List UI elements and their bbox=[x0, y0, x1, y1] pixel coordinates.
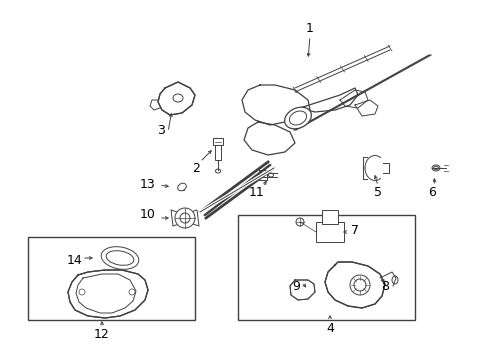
Polygon shape bbox=[68, 270, 148, 318]
Ellipse shape bbox=[353, 279, 365, 291]
Text: 3: 3 bbox=[157, 123, 164, 136]
Text: 1: 1 bbox=[305, 22, 313, 35]
Text: 5: 5 bbox=[373, 185, 381, 198]
Ellipse shape bbox=[391, 276, 397, 284]
Ellipse shape bbox=[431, 165, 439, 171]
Text: 8: 8 bbox=[380, 280, 388, 293]
Ellipse shape bbox=[349, 275, 369, 295]
Ellipse shape bbox=[268, 173, 273, 177]
Ellipse shape bbox=[177, 183, 186, 191]
Text: 4: 4 bbox=[325, 321, 333, 334]
Circle shape bbox=[175, 208, 195, 228]
Text: 13: 13 bbox=[140, 179, 156, 192]
Bar bbox=[321, 210, 337, 224]
Polygon shape bbox=[289, 280, 314, 300]
Polygon shape bbox=[158, 82, 195, 115]
Ellipse shape bbox=[433, 166, 438, 170]
Text: 2: 2 bbox=[192, 162, 200, 175]
Ellipse shape bbox=[106, 251, 134, 265]
Text: 7: 7 bbox=[350, 224, 358, 237]
Ellipse shape bbox=[284, 107, 311, 129]
Bar bbox=[259, 170, 266, 180]
Text: 11: 11 bbox=[248, 185, 264, 198]
Bar bbox=[238, 215, 414, 320]
Bar bbox=[215, 144, 221, 160]
Text: 9: 9 bbox=[291, 280, 299, 293]
Text: 6: 6 bbox=[427, 185, 435, 198]
Bar bbox=[213, 138, 223, 145]
Ellipse shape bbox=[101, 247, 139, 269]
Text: 14: 14 bbox=[67, 253, 82, 266]
Ellipse shape bbox=[215, 169, 220, 173]
Bar bbox=[28, 237, 195, 320]
Ellipse shape bbox=[173, 94, 183, 102]
Text: 12: 12 bbox=[94, 328, 110, 342]
Polygon shape bbox=[325, 262, 384, 308]
Bar bbox=[315, 222, 343, 242]
Text: 10: 10 bbox=[140, 208, 156, 221]
Circle shape bbox=[180, 213, 190, 223]
Ellipse shape bbox=[289, 111, 306, 125]
